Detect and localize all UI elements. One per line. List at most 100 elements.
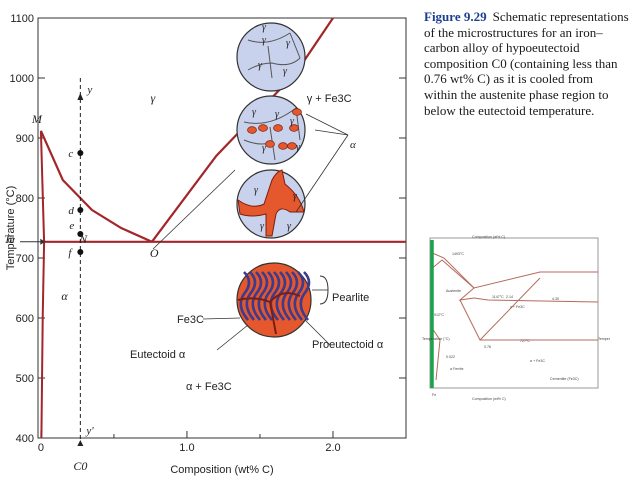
grain-label-gamma: γ (254, 185, 259, 196)
pearlite-bracket (319, 275, 329, 305)
label-pearlite: Pearlite (332, 292, 369, 304)
fe3c-lamella (299, 271, 311, 321)
label-f: f (68, 247, 73, 259)
label-C0: C0 (73, 459, 87, 473)
y-tick-label: 1100 (10, 13, 34, 25)
label-alpha-micro: α (350, 139, 356, 151)
grain-label-gamma: γ (287, 221, 292, 232)
alpha-gamma-boundary (39, 130, 46, 242)
label-N: N (78, 232, 88, 246)
label-M: M (31, 112, 43, 126)
figure-number: Figure 9.29 (424, 9, 487, 24)
arrow-down-icon (77, 93, 84, 100)
label-fe3c: Fe3C (177, 314, 204, 326)
y-tick-label: 1000 (10, 73, 34, 85)
alpha-nucleus (247, 126, 257, 134)
thumb-label: Composition (at% C) (472, 235, 505, 239)
thumb-delta (429, 259, 475, 301)
thumb-label: Temperature (°F) (598, 337, 610, 341)
label-O: O (150, 246, 159, 260)
y-tick-label: 600 (16, 313, 34, 325)
x-tick-label: 2.0 (325, 442, 340, 454)
micro-alpha-growth: γ γ γ γ (236, 169, 306, 239)
thumb-label: Austenite (446, 289, 461, 293)
labels-group: M N O Te c de f y y' C0 γ γ + Fe3C α α + Fe3C (4, 84, 352, 473)
thumb-label: α Ferrite (450, 367, 463, 371)
thumb-label: 0.022 (446, 355, 455, 359)
grain-label-gamma: γ (262, 35, 267, 46)
leader-line (152, 169, 236, 250)
fe3c-lamella (251, 271, 263, 321)
micro-pearlite (236, 262, 312, 338)
grain-label-gamma: γ (296, 142, 301, 153)
y-axis-label: Temperature (°C) (5, 186, 17, 270)
x-tick-label: 1.0 (179, 442, 194, 454)
label-y-prime: y' (85, 425, 94, 437)
leader-line (314, 129, 349, 136)
arrow-right-icon (40, 238, 46, 245)
thumb-label: 912°C (434, 313, 444, 317)
arrow-up-icon (77, 440, 84, 446)
thumb-label: Fe (432, 393, 436, 397)
grain-label-gamma: γ (262, 143, 267, 154)
thumb-label: 4.30 (552, 297, 559, 301)
phase-gamma-fe3c: γ + Fe3C (307, 93, 352, 105)
alpha-nucleus (273, 124, 283, 132)
alpha-nucleus (258, 124, 268, 132)
point-d (77, 207, 84, 213)
leader-line (305, 113, 349, 136)
alpha-nucleus (289, 124, 299, 132)
thumb-label: 0.76 (484, 345, 491, 349)
thumb-label: 1493°C (452, 252, 464, 256)
thumb-label: 1147°C (492, 295, 504, 299)
grain-label-gamma: γ (260, 221, 265, 232)
thumb-frame (429, 237, 599, 389)
thumb-label: γ + Fe3C (510, 305, 525, 309)
grain-label-gamma: γ (275, 109, 280, 120)
phase-diagram: 400 500 600 700 800 900 1000 1100 0 1.0 2.0 Composi… (4, 13, 407, 476)
grain-label-gamma: γ (293, 191, 298, 202)
point-f (77, 249, 84, 255)
y-tick-label: 400 (16, 433, 34, 445)
y-tick-label: 900 (16, 133, 34, 145)
label-e: e (69, 220, 74, 232)
caption-text: Schematic representations of the microst… (424, 9, 629, 118)
alpha-nucleus (287, 142, 297, 150)
thumb-label: 2.14 (506, 295, 513, 299)
grain-label-gamma: γ (258, 60, 263, 71)
alpha-grains (237, 169, 305, 237)
grain-label-gamma: γ (286, 38, 291, 49)
point-e (77, 231, 84, 237)
phase-alpha: α (61, 289, 68, 303)
phase-alpha-fe3c: α + Fe3C (186, 381, 232, 393)
y-tick-label: 800 (16, 193, 34, 205)
gamma-alpha-boundary (39, 130, 153, 243)
fe3c-lamella (239, 271, 251, 321)
grain-boundaries (247, 32, 301, 79)
figure-caption: Figure 9.29 Schematic representations of … (424, 9, 629, 118)
leader-line (202, 317, 241, 320)
alpha-solvus (40, 241, 46, 439)
grain-label-gamma: γ (290, 116, 295, 127)
x-tick-label: 0 (38, 442, 44, 454)
y-tick-label: 700 (16, 253, 34, 265)
fe3c-lamella (257, 271, 269, 321)
label-proeutectoid-alpha: Proeutectoid α (312, 339, 384, 351)
leader-line (304, 319, 331, 346)
label-c: c (68, 148, 73, 160)
label-d: d (68, 205, 74, 217)
label-y: y (86, 84, 92, 96)
grain-label-gamma: γ (283, 66, 288, 77)
fe3c-lamella (293, 271, 305, 321)
alpha-nucleus (278, 142, 288, 150)
grain-label-gamma: γ (252, 107, 257, 118)
alpha-nucleus (265, 140, 275, 148)
thumb-label: 727°C (520, 339, 530, 343)
thumb-label: Temperature (°C) (422, 337, 450, 341)
axes-group: 400 500 600 700 800 900 1000 1100 0 1.0 2.0 Composi… (5, 13, 407, 476)
point-c (77, 150, 84, 156)
thumb-label: α + Fe3C (530, 359, 545, 363)
phase-gamma: γ (150, 91, 155, 105)
